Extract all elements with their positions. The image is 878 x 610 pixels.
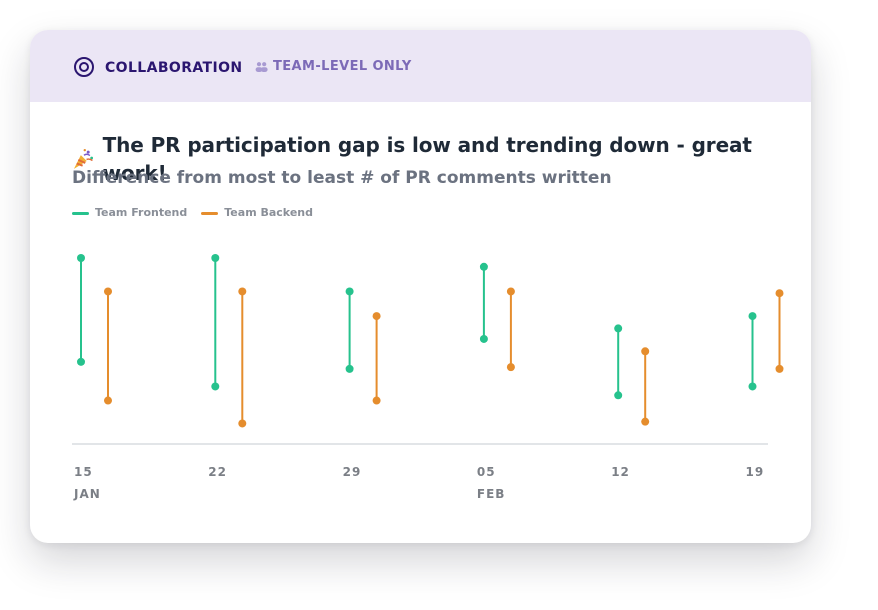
chart-subtitle: Difference from most to least # of PR co… [72,168,612,188]
legend-label-frontend: Team Frontend [95,206,188,219]
min-point-team-frontend-19 [748,382,757,391]
min-point-team-backend-19 [775,364,784,373]
card-header: COLLABORATION TEAM-LEVEL ONLY [30,30,811,102]
max-point-team-backend-19 [775,289,784,298]
max-point-team-backend-05 [506,287,515,296]
min-point-team-frontend-29 [345,364,354,373]
max-point-team-frontend-15 [77,254,85,262]
x-tick-label-19: 19 [746,465,765,479]
x-tick-label-29: 29 [343,465,362,479]
max-point-team-backend-12 [641,347,650,356]
x-tick-label-15: 15 [74,465,93,479]
max-point-team-frontend-05 [479,262,488,271]
legend-label-backend: Team Backend [224,206,313,219]
min-point-team-backend-15 [104,396,112,405]
min-point-team-frontend-05 [479,334,488,343]
collaboration-card: COLLABORATION TEAM-LEVEL ONLY The PR par… [30,30,811,543]
team-level-badge: TEAM-LEVEL ONLY [254,59,412,75]
max-point-team-backend-15 [104,287,112,296]
legend-item-backend: Team Backend [201,206,313,220]
team-icon [255,62,268,72]
headline: The PR participation gap is low and tren… [71,131,811,187]
max-point-team-frontend-22 [211,254,220,262]
max-point-team-frontend-19 [748,312,757,321]
headline-text: The PR participation gap is low and tren… [102,133,752,185]
max-point-team-frontend-12 [614,324,623,333]
max-point-team-backend-22 [238,287,247,296]
legend-swatch-backend [201,211,219,215]
x-month-label-feb: FEB [477,487,506,501]
min-point-team-backend-29 [372,396,381,405]
x-tick-label-05: 05 [477,465,496,479]
target-icon [74,57,94,77]
legend-item-frontend: Team Frontend [72,206,187,220]
min-point-team-backend-05 [506,363,515,372]
min-point-team-backend-22 [238,419,247,428]
min-point-team-frontend-12 [614,391,623,400]
x-tick-label-22: 22 [208,465,227,479]
x-tick-label-12: 12 [611,465,630,479]
range-chart: 15 JAN 22 29 05 FEB 12 19 [72,254,784,501]
section-title: COLLABORATION [105,60,243,76]
team-level-label: TEAM-LEVEL ONLY [273,59,412,74]
chart-legend: Team Frontend Team Backend [72,206,313,220]
max-point-team-frontend-29 [345,287,354,296]
x-month-label-jan: JAN [73,487,101,501]
min-point-team-frontend-15 [77,357,85,366]
max-point-team-backend-29 [372,312,381,321]
min-point-team-backend-12 [641,417,650,426]
party-popper-icon [73,148,94,169]
min-point-team-frontend-22 [211,382,220,391]
legend-swatch-frontend [72,211,89,215]
